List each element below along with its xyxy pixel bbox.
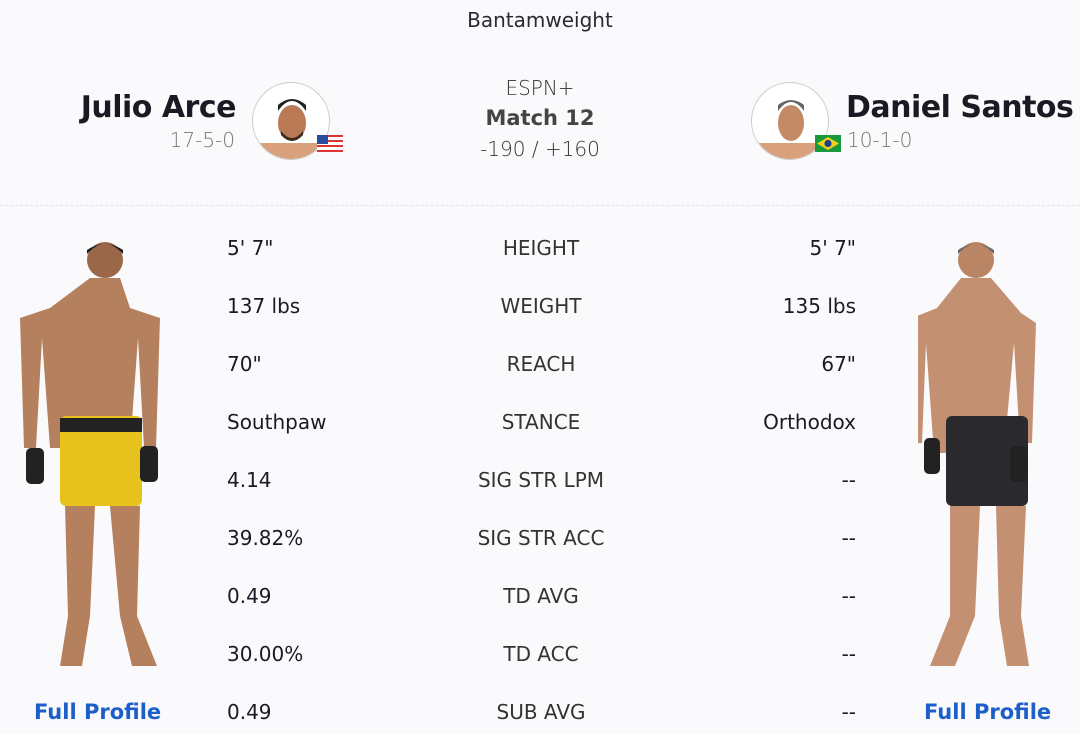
weight-class: Bantamweight [467,8,613,32]
stat-row: 30.00% TD ACC -- [0,642,1080,672]
stat-row: 4.14 SIG STR LPM -- [0,468,1080,498]
stat-label: STANCE [501,410,581,434]
stat-label: WEIGHT [500,294,582,318]
match-number: Match 12 [485,106,595,130]
right-fighter-name[interactable]: Daniel Santos [846,90,1074,125]
right-stat-value: Orthodox [763,410,856,434]
network: ESPN+ [505,76,575,100]
stat-row: 0.49 SUB AVG -- [0,700,1080,730]
left-stat-value: 5' 7" [227,236,274,260]
left-full-profile-link[interactable]: Full Profile [34,700,162,724]
left-stat-value: Southpaw [227,410,327,434]
left-fighter-avatar[interactable] [252,82,330,160]
left-fighter-name[interactable]: Julio Arce [80,90,237,125]
left-stat-value: 70" [227,352,262,376]
left-fighter-body-image [20,242,160,666]
stat-label: TD ACC [503,642,579,666]
stat-label: SIG STR LPM [477,468,605,492]
usa-flag-icon [317,135,343,152]
stat-row: 0.49 TD AVG -- [0,584,1080,614]
odds: -190 / +160 [480,137,600,161]
right-fighter-body-image [918,242,1036,666]
left-stat-value: 0.49 [227,700,272,724]
stat-label: REACH [506,352,576,376]
stat-row: 39.82% SIG STR ACC -- [0,526,1080,556]
stat-row: 70" REACH 67" [0,352,1080,382]
stat-label: TD AVG [503,584,579,608]
stat-row: 137 lbs WEIGHT 135 lbs [0,294,1080,324]
left-stat-value: 30.00% [227,642,304,666]
stat-label: HEIGHT [502,236,580,260]
right-stat-value: 5' 7" [809,236,856,260]
right-stat-value: -- [841,526,856,550]
right-stat-value: -- [841,700,856,724]
right-stat-value: -- [841,468,856,492]
divider [0,205,1080,206]
right-stat-value: 135 lbs [782,294,856,318]
right-fighter-avatar[interactable] [751,82,829,160]
left-stat-value: 137 lbs [227,294,301,318]
stat-label: SUB AVG [496,700,586,724]
stat-row: 5' 7" HEIGHT 5' 7" [0,236,1080,266]
stat-label: SIG STR ACC [477,526,605,550]
right-fighter-record: 10-1-0 [847,128,913,152]
brazil-flag-icon [815,135,841,152]
right-full-profile-link[interactable]: Full Profile [924,700,1052,724]
left-stat-value: 0.49 [227,584,272,608]
stat-row: Southpaw STANCE Orthodox [0,410,1080,440]
right-stat-value: -- [841,584,856,608]
right-stat-value: 67" [821,352,856,376]
left-stat-value: 39.82% [227,526,304,550]
left-stat-value: 4.14 [227,468,272,492]
left-fighter-record: 17-5-0 [169,128,235,152]
right-stat-value: -- [841,642,856,666]
